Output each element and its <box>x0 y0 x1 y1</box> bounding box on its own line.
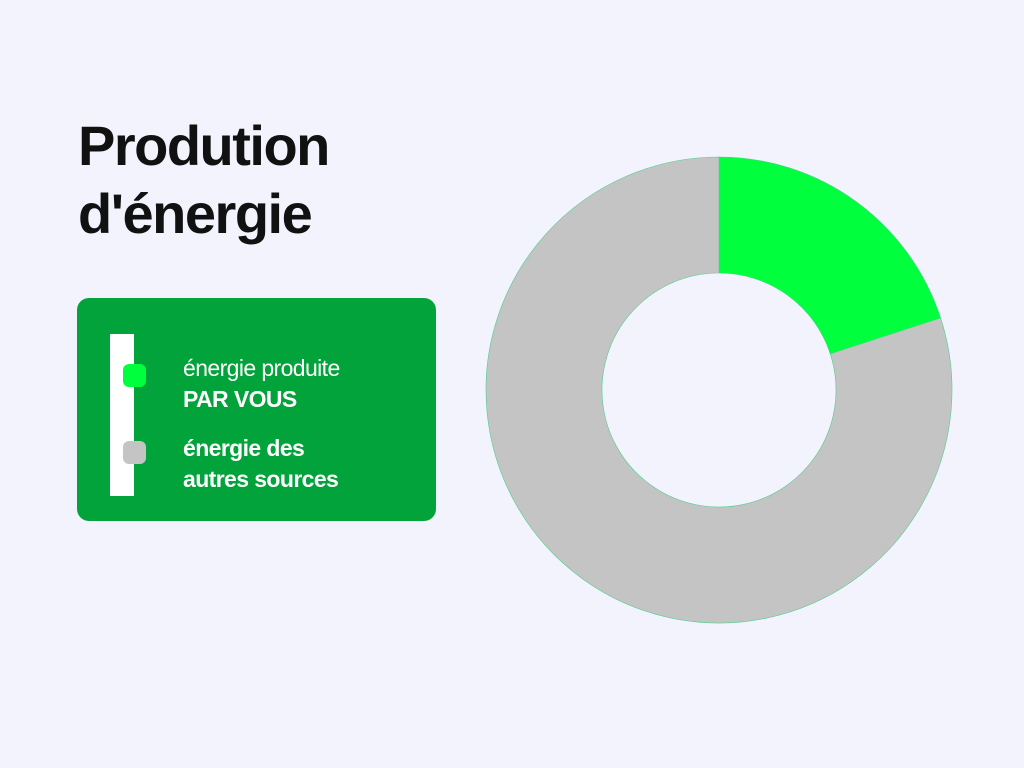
legend-item-other-sources-line-1: énergie des <box>183 435 305 461</box>
legend-item-produced: énergie produite PAR VOUS <box>183 353 423 415</box>
chart-title-line-2: d'énergie <box>78 182 313 245</box>
legend-swatch-other-sources <box>123 441 146 464</box>
legend-item-produced-line-2: PAR VOUS <box>183 386 297 412</box>
donut-slice-0 <box>718 156 941 355</box>
legend-item-other-sources-line-2: autres sources <box>183 466 339 492</box>
legend-strip <box>110 334 134 496</box>
chart-title-line-1: Prodution <box>78 114 330 177</box>
chart-title: Prodution d'énergie <box>78 112 438 248</box>
legend-item-produced-line-1: énergie produite <box>183 355 340 381</box>
legend-item-other-sources: énergie des autres sources <box>183 433 423 495</box>
donut-slice-1 <box>485 156 953 624</box>
legend-swatch-produced <box>123 364 146 387</box>
chart-legend: énergie produite PAR VOUS énergie des au… <box>77 298 436 521</box>
